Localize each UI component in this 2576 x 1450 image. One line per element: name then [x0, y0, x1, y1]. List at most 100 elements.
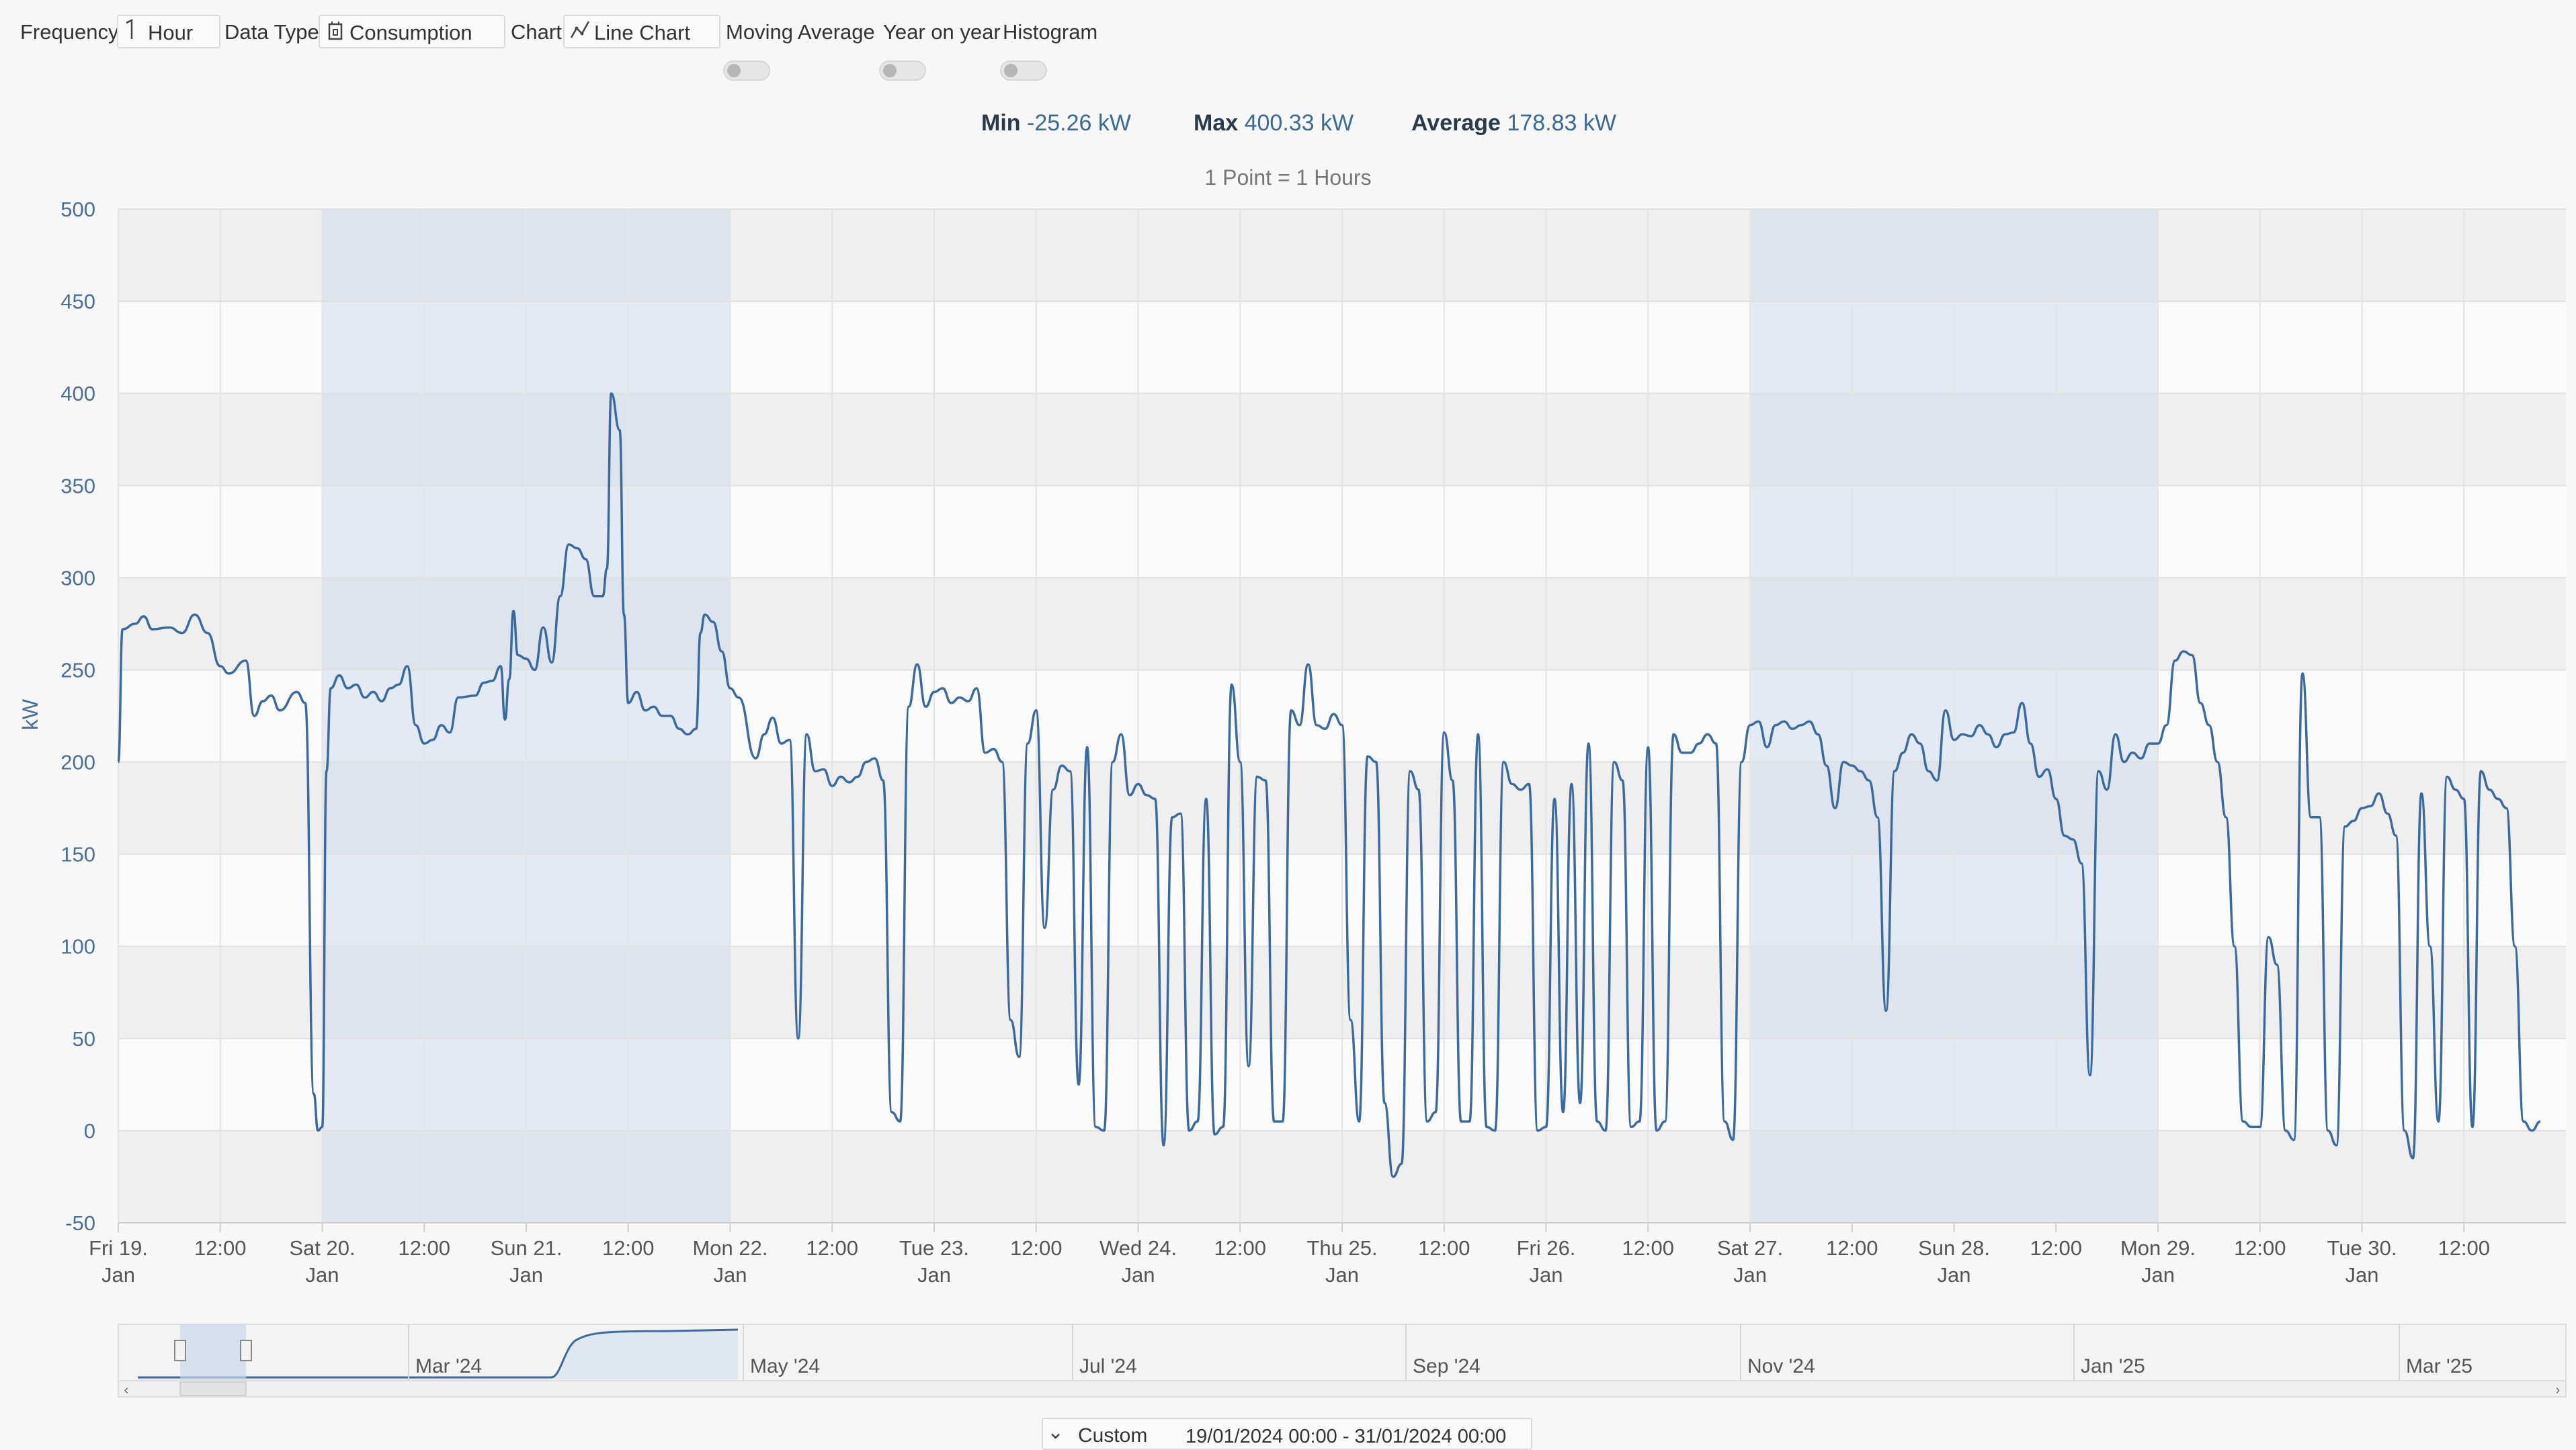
- x-tick-label: Mon 22.: [692, 1236, 767, 1260]
- stat-max-value: 400.33: [1244, 110, 1315, 136]
- y-axis-title: kW: [18, 698, 42, 730]
- x-tick-label: 12:00: [2030, 1236, 2082, 1260]
- frequency-label: Frequency: [20, 20, 119, 44]
- stat-min-label: Min: [981, 110, 1021, 136]
- x-tick-label: 12:00: [602, 1236, 655, 1260]
- x-tick-sublabel: Jan: [1530, 1263, 1563, 1287]
- stat-max-label: Max: [1194, 110, 1239, 136]
- chart-type-select[interactable]: Line Chart: [563, 15, 720, 48]
- frequency-select[interactable]: Hour: [117, 15, 220, 48]
- x-tick-sublabel: Jan: [1733, 1263, 1767, 1287]
- y-axis: -50 0 50 100 150 200 250 300 350 400 450 500: [60, 198, 95, 1235]
- x-tick-label: Thu 25.: [1306, 1236, 1377, 1260]
- x-tick-sublabel: Jan: [917, 1263, 951, 1287]
- series-line[interactable]: [117, 392, 2541, 1178]
- x-tick-label: 12:00: [398, 1236, 450, 1260]
- range-mode: Custom: [1078, 1424, 1148, 1447]
- navigator-line: [138, 1328, 739, 1379]
- x-tick-label: 12:00: [2438, 1236, 2490, 1260]
- grid-lines: [118, 208, 2566, 1223]
- stat-max-unit: kW: [1321, 110, 1354, 136]
- stat-average-unit: kW: [1583, 110, 1616, 136]
- stat-min: Min -25.26 kW: [981, 110, 1131, 136]
- navigator-selected-range: [180, 1324, 246, 1381]
- stat-average-value: 178.83: [1507, 110, 1577, 136]
- x-tick-label: 12:00: [1214, 1236, 1266, 1260]
- x-tick-sublabel: Jan: [306, 1263, 339, 1287]
- y-tick-label: 0: [84, 1119, 95, 1143]
- stat-average: Average 178.83 kW: [1411, 110, 1616, 136]
- x-tick-label: Sun 21.: [491, 1236, 563, 1260]
- x-tick-label: 12:00: [1010, 1236, 1063, 1260]
- year-on-year-toggle[interactable]: [879, 61, 926, 81]
- navigator-background: [118, 1324, 2567, 1381]
- date-range-selector[interactable]: ⌄ Custom 19/01/2024 00:00 - 31/01/2024 0…: [1042, 1418, 1532, 1450]
- range-dates: 19/01/2024 00:00 - 31/01/2024 00:00: [1186, 1426, 1507, 1447]
- x-tick-label: Sat 20.: [289, 1236, 355, 1260]
- frequency-icon: [126, 19, 133, 39]
- toggle-knob: [727, 64, 741, 77]
- y-tick-label: 300: [60, 566, 95, 590]
- x-tick-label: Sun 28.: [1918, 1236, 1990, 1260]
- navigator-tick-label: Mar '24: [415, 1355, 482, 1377]
- x-tick-label: Sat 27.: [1717, 1236, 1783, 1260]
- meter-icon: [328, 22, 343, 40]
- stat-average-label: Average: [1411, 110, 1501, 136]
- main-chart[interactable]: -50 0 50 100 150 200 250 300 350 400 450 500 Fri 19…: [0, 195, 2576, 1311]
- x-axis: Fri 19. Jan 12:00 Sat 20. Jan 12:00 Sun 21. Jan…: [89, 1222, 2566, 1287]
- toolbar: Frequency Hour Data Type Consumption Cha…: [0, 0, 2576, 94]
- y-tick-label: -50: [65, 1211, 95, 1235]
- navigator-ticks: Mar '24 May '24 Jul '24 Sep '24 Nov '24 Jan '…: [408, 1324, 2473, 1381]
- x-tick-sublabel: Jan: [509, 1263, 543, 1287]
- moving-average-label: Moving Average: [726, 20, 875, 44]
- y-tick-label: 50: [73, 1027, 95, 1051]
- navigator-tick-label: Sep '24: [1413, 1355, 1481, 1377]
- y-tick-label: 400: [60, 382, 95, 405]
- y-tick-label: 450: [60, 290, 95, 313]
- navigator-tick-label: Jan '25: [2081, 1355, 2145, 1377]
- x-tick-sublabel: Jan: [714, 1263, 747, 1287]
- x-tick-label: 12:00: [194, 1236, 247, 1260]
- year-on-year-label: Year on year: [883, 20, 1001, 44]
- chart-label: Chart: [511, 20, 562, 44]
- navigator-handle-left[interactable]: [174, 1340, 186, 1361]
- x-tick-sublabel: Jan: [2345, 1263, 2379, 1287]
- navigator-handle-right[interactable]: [240, 1340, 252, 1361]
- x-tick-label: Fri 26.: [1517, 1236, 1576, 1260]
- x-tick-label: 12:00: [806, 1236, 858, 1260]
- scroll-right-arrow[interactable]: ›: [2556, 1383, 2561, 1398]
- toggle-knob: [1004, 64, 1017, 77]
- datatype-value: Consumption: [349, 21, 472, 44]
- stat-min-value: -25.26: [1027, 110, 1092, 136]
- x-tick-label: 12:00: [1826, 1236, 1878, 1260]
- y-tick-label: 150: [60, 843, 95, 867]
- navigator[interactable]: Mar '24 May '24 Jul '24 Sep '24 Nov '24 Jan '…: [0, 1318, 2576, 1404]
- x-tick-label: 12:00: [2234, 1236, 2286, 1260]
- y-tick-label: 200: [60, 751, 95, 774]
- x-tick-label: 12:00: [1418, 1236, 1470, 1260]
- navigator-tick-label: May '24: [750, 1355, 820, 1377]
- y-tick-label: 100: [60, 935, 95, 959]
- x-tick-label: 12:00: [1622, 1236, 1674, 1260]
- x-tick-sublabel: Jan: [1325, 1263, 1359, 1287]
- navigator-scrollbar-thumb[interactable]: [179, 1381, 247, 1396]
- navigator-area: [138, 1331, 738, 1379]
- navigator-tick-label: Mar '25: [2406, 1355, 2473, 1377]
- scroll-left-arrow[interactable]: ‹: [124, 1383, 129, 1398]
- x-tick-sublabel: Jan: [2141, 1263, 2175, 1287]
- y-tick-label: 500: [60, 198, 95, 221]
- x-tick-label: Tue 30.: [2327, 1236, 2397, 1260]
- frequency-value: Hour: [148, 21, 194, 44]
- series-layer: [117, 392, 2541, 1178]
- navigator-tick-label: Jul '24: [1079, 1355, 1137, 1377]
- datatype-select[interactable]: Consumption: [319, 15, 505, 48]
- x-tick-label: Fri 19.: [89, 1236, 148, 1260]
- y-tick-label: 350: [60, 474, 95, 497]
- stat-max: Max 400.33 kW: [1194, 110, 1354, 136]
- toggle-knob: [883, 64, 897, 77]
- x-tick-label: Mon 29.: [2120, 1236, 2196, 1260]
- line-chart-icon: [570, 21, 590, 38]
- y-tick-label: 250: [60, 658, 95, 682]
- moving-average-toggle[interactable]: [723, 61, 770, 81]
- histogram-toggle[interactable]: [1000, 61, 1047, 81]
